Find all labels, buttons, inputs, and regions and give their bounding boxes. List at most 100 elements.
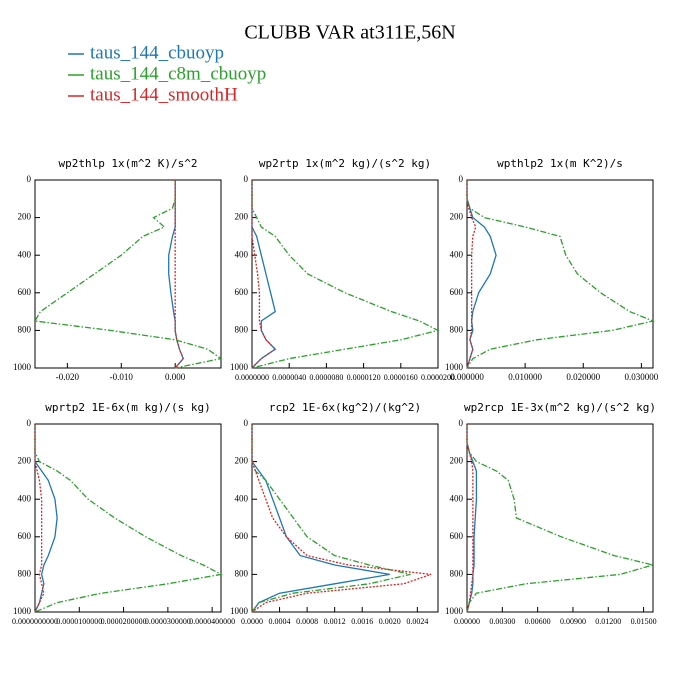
profile-line: [33, 180, 223, 369]
y-tick-label: 1000: [445, 362, 464, 372]
x-tick-label: 0.0000: [241, 617, 263, 626]
profile-line: [466, 424, 656, 613]
profile-line: [251, 180, 277, 369]
y-tick-label: 600: [450, 531, 464, 541]
y-tick-label: 800: [450, 568, 464, 578]
y-tick-label: 200: [450, 456, 464, 466]
panel-title: rcp2 1E-6x(kg^2)/(kg^2): [269, 401, 421, 414]
plot-frame: [251, 179, 439, 369]
profile-line: [251, 424, 432, 613]
y-tick-label: 200: [235, 456, 249, 466]
x-tick-label: 0.0000200: [421, 373, 455, 382]
main-title: CLUBB VAR at311E,56N: [244, 22, 455, 44]
x-tick-label: 0.00900: [560, 617, 586, 626]
profile-line: [34, 424, 58, 613]
x-tick-label: 0.010000: [508, 372, 542, 382]
x-tick-label: -0.010: [110, 372, 134, 382]
y-tick-label: 400: [18, 249, 32, 259]
y-tick-label: 1000: [13, 606, 32, 616]
x-tick-label: 0.0016: [351, 617, 373, 626]
y-tick-label: 400: [235, 249, 249, 259]
x-tick-label: 0.020000: [566, 372, 600, 382]
panel-title: wpthlp2 1x(m K^2)/s: [497, 157, 623, 170]
y-tick-label: 1000: [230, 606, 249, 616]
panel-title: wp2thlp 1x(m^2 K)/s^2: [58, 157, 197, 170]
legend-label: taus_144_smoothH: [90, 84, 238, 105]
x-tick-label: 0.0000160: [384, 373, 418, 382]
y-tick-label: 600: [235, 287, 249, 297]
y-tick-label: 1000: [230, 362, 249, 372]
profile-line: [251, 180, 440, 369]
x-tick-label: 0.0000300000: [145, 617, 191, 626]
x-tick-label: 0.000000: [450, 372, 484, 382]
profile-line: [34, 424, 45, 613]
x-tick-label: 0.0004: [269, 617, 291, 626]
y-tick-label: 200: [18, 212, 32, 222]
x-tick-label: 0.0024: [406, 617, 428, 626]
x-tick-label: 0.01500: [631, 617, 657, 626]
x-tick-label: 0.0008: [296, 617, 318, 626]
panel-title: wp2rcp 1E-3x(m^2 kg)/(s^2 kg): [464, 401, 656, 414]
plot-frame: [34, 179, 222, 369]
x-tick-label: 0.0000040: [272, 373, 306, 382]
legend-label: taus_144_c8m_cbuoyp: [90, 63, 266, 84]
y-tick-label: 400: [18, 493, 32, 503]
x-tick-label: 0.0012: [324, 617, 346, 626]
y-tick-label: 1000: [445, 606, 464, 616]
y-tick-label: 800: [235, 568, 249, 578]
plot-frame: [466, 423, 654, 613]
y-tick-label: 0: [244, 418, 249, 428]
y-tick-label: 800: [18, 324, 32, 334]
profile-line: [251, 424, 411, 613]
profile-line: [168, 180, 185, 369]
x-tick-label: 0.0000100000: [56, 617, 102, 626]
x-tick-label: -0.020: [56, 372, 80, 382]
y-tick-label: 600: [18, 287, 32, 297]
y-tick-label: 0: [459, 418, 464, 428]
y-tick-label: 800: [450, 324, 464, 334]
x-tick-label: 0.00300: [489, 617, 515, 626]
profile-line: [174, 180, 185, 369]
y-tick-label: 0: [459, 174, 464, 184]
y-tick-label: 400: [235, 493, 249, 503]
x-tick-label: 0.0000400000: [189, 617, 235, 626]
profile-line: [466, 180, 477, 369]
y-tick-label: 800: [235, 324, 249, 334]
x-tick-label: 0.00000: [454, 617, 480, 626]
x-tick-label: 0.0020: [379, 617, 401, 626]
y-tick-label: 400: [450, 249, 464, 259]
y-tick-label: 0: [27, 418, 32, 428]
y-tick-label: 1000: [13, 362, 32, 372]
plot-frame: [251, 423, 439, 613]
x-tick-label: 0.030000: [625, 372, 659, 382]
panel-title: wp2rtp 1x(m^2 kg)/(s^2 kg): [259, 157, 431, 170]
profile-line: [466, 180, 497, 369]
y-tick-label: 0: [244, 174, 249, 184]
profile-line: [251, 180, 277, 369]
x-tick-label: 0.0000080: [309, 373, 343, 382]
x-tick-label: 0.00600: [525, 617, 551, 626]
y-tick-label: 0: [27, 174, 32, 184]
x-tick-label: 0.000: [165, 372, 186, 382]
x-tick-label: 0.0000000000: [12, 617, 58, 626]
y-tick-label: 200: [18, 456, 32, 466]
x-tick-label: 0.0000200000: [101, 617, 147, 626]
profile-line: [466, 424, 478, 613]
panel-title: wprtp2 1E-6x(m kg)/(s kg): [45, 401, 211, 414]
x-tick-label: 0.0000120: [347, 373, 381, 382]
y-tick-label: 200: [235, 212, 249, 222]
profile-line: [466, 424, 474, 613]
y-tick-label: 600: [450, 287, 464, 297]
y-tick-label: 400: [450, 493, 464, 503]
y-tick-label: 800: [18, 568, 32, 578]
plot-frame: [466, 179, 654, 369]
plot-frame: [34, 423, 222, 613]
profile-line: [34, 424, 223, 613]
profile-line: [466, 180, 656, 369]
y-tick-label: 600: [235, 531, 249, 541]
x-tick-label: 0.01200: [595, 617, 621, 626]
legend-label: taus_144_cbuoyp: [90, 42, 224, 63]
y-tick-label: 600: [18, 531, 32, 541]
